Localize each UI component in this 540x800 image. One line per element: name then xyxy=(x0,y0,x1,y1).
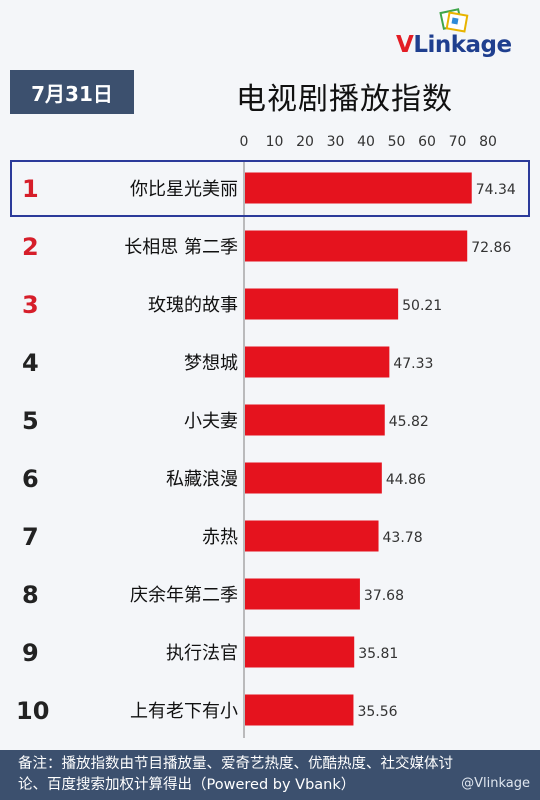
value-label: 47.33 xyxy=(393,356,433,372)
value-label: 37.68 xyxy=(364,588,404,604)
category-label: 执行法官 xyxy=(166,643,238,664)
x-tick-label: 10 xyxy=(266,134,284,150)
bar xyxy=(245,172,472,204)
weibo-watermark: @Vlinkage xyxy=(461,776,530,791)
rank-number: 10 xyxy=(16,697,49,725)
x-tick-label: 20 xyxy=(296,134,314,150)
category-label: 玫瑰的故事 xyxy=(148,295,238,316)
footer-note: 备注：播放指数由节目播放量、爱奇艺热度、优酷热度、社交媒体讨 论、百度搜索加权计… xyxy=(0,750,540,800)
value-label: 74.34 xyxy=(476,182,516,198)
bar xyxy=(245,288,399,320)
highlight-box xyxy=(10,160,530,217)
bar xyxy=(245,636,355,668)
value-label: 44.86 xyxy=(386,472,426,488)
value-label: 72.86 xyxy=(471,240,511,256)
x-tick-label: 70 xyxy=(449,134,467,150)
value-label: 35.56 xyxy=(357,704,397,720)
value-label: 35.81 xyxy=(358,646,398,662)
category-label: 长相思 第二季 xyxy=(124,237,238,258)
bar xyxy=(245,578,360,610)
category-label: 小夫妻 xyxy=(184,411,238,432)
category-label: 你比星光美丽 xyxy=(130,179,238,200)
date-badge: 7月31日 xyxy=(10,70,134,114)
x-tick-label: 30 xyxy=(327,134,345,150)
category-label: 上有老下有小 xyxy=(130,701,238,722)
category-label: 庆余年第二季 xyxy=(130,585,238,606)
rank-number: 3 xyxy=(22,291,39,319)
bar xyxy=(245,520,379,552)
rank-number: 9 xyxy=(22,639,39,667)
category-label: 私藏浪漫 xyxy=(166,469,238,490)
value-label: 43.78 xyxy=(383,530,423,546)
bar xyxy=(245,230,468,262)
bar xyxy=(245,694,354,726)
rank-number: 5 xyxy=(22,407,39,435)
x-tick-label: 50 xyxy=(388,134,406,150)
logo-cards-icon xyxy=(439,8,469,33)
category-label: 梦想城 xyxy=(184,353,238,374)
category-label: 赤热 xyxy=(202,527,238,548)
footer-line-2: 论、百度搜索加权计算得出（Powered by Vbank） xyxy=(18,777,356,793)
bar xyxy=(245,404,385,436)
rank-number: 4 xyxy=(22,349,39,377)
rank-number: 1 xyxy=(22,175,39,203)
bar-chart: 0 10 20 30 40 50 60 70 80 1 你比星光美丽 74.34 2 长相思 第二季 72.… xyxy=(10,134,530,738)
bar xyxy=(245,462,382,494)
vlinkage-logo: VLinkage xyxy=(396,8,526,60)
value-label: 45.82 xyxy=(389,414,429,430)
rank-number: 7 xyxy=(22,523,39,551)
rank-number: 2 xyxy=(22,233,39,261)
footer-line-1: 备注：播放指数由节目播放量、爱奇艺热度、优酷热度、社交媒体讨 xyxy=(18,756,453,772)
x-tick-label: 40 xyxy=(357,134,375,150)
x-tick-label: 0 xyxy=(240,134,249,150)
value-label: 50.21 xyxy=(402,298,442,314)
x-tick-label: 60 xyxy=(418,134,436,150)
rank-number: 8 xyxy=(22,581,39,609)
rank-number: 6 xyxy=(22,465,39,493)
bar xyxy=(245,346,390,378)
logo-text: VLinkage xyxy=(396,32,512,58)
logo-word: Linkage xyxy=(413,32,512,58)
logo-letter-v: V xyxy=(396,32,414,58)
chart-title: 电视剧播放指数 xyxy=(236,82,453,117)
x-tick-label: 80 xyxy=(479,134,497,150)
